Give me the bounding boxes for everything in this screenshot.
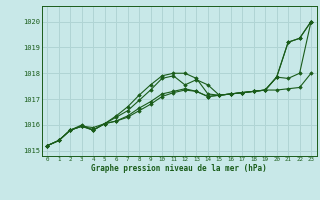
X-axis label: Graphe pression niveau de la mer (hPa): Graphe pression niveau de la mer (hPa)	[91, 164, 267, 173]
